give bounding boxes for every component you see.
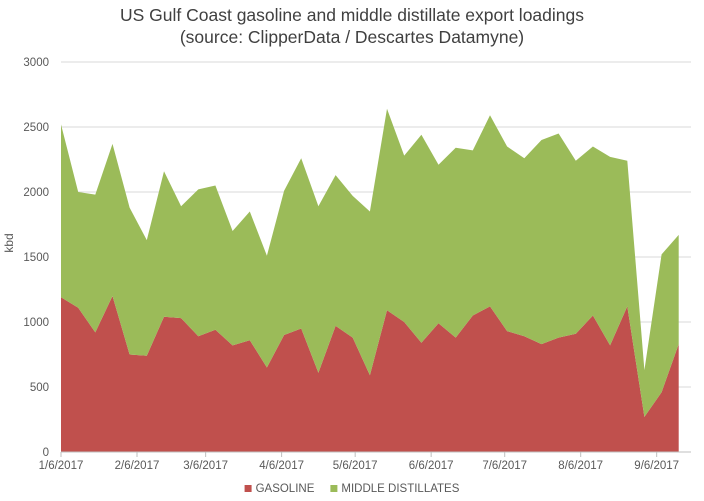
x-tick-label: 7/6/2017 bbox=[482, 460, 527, 472]
x-tick-label: 1/6/2017 bbox=[39, 460, 84, 472]
legend-item: GASOLINE bbox=[244, 483, 315, 495]
x-tick-label: 6/6/2017 bbox=[409, 460, 454, 472]
chart-title: US Gulf Coast gasoline and middle distil… bbox=[0, 4, 704, 48]
y-tick-label: 0 bbox=[43, 447, 49, 459]
area-series-gasoline bbox=[61, 296, 679, 452]
y-tick-label: 1500 bbox=[23, 252, 49, 264]
legend: GASOLINE MIDDLE DISTILLATES bbox=[244, 483, 460, 495]
x-tick-label: 9/6/2017 bbox=[634, 460, 679, 472]
y-tick-label: 2500 bbox=[23, 122, 49, 134]
y-tick-label: 3000 bbox=[23, 57, 49, 69]
legend-swatch bbox=[244, 485, 252, 492]
chart-subtitle-line: (source: ClipperData / Descartes Datamyn… bbox=[179, 27, 525, 47]
y-axis-label: kbd bbox=[2, 233, 16, 252]
legend-swatch bbox=[330, 485, 338, 492]
legend-label: MIDDLE DISTILLATES bbox=[341, 483, 459, 495]
y-tick-label: 500 bbox=[30, 382, 49, 394]
area-series-middle-distillates bbox=[61, 108, 679, 417]
x-tick-label: 2/6/2017 bbox=[115, 460, 160, 472]
x-tick-labels: 1/6/2017 2/6/2017 3/6/2017 4/6/2017 5/6/2017… bbox=[39, 460, 679, 472]
area-series-layer bbox=[61, 108, 679, 452]
x-tick-label: 5/6/2017 bbox=[333, 460, 378, 472]
legend-label: GASOLINE bbox=[256, 483, 315, 495]
y-tick-labels: 0 500 1000 1500 2000 2500 3000 bbox=[23, 57, 49, 459]
x-tick-label: 3/6/2017 bbox=[183, 460, 228, 472]
x-tick-label: 8/6/2017 bbox=[558, 460, 603, 472]
y-tick-label: 1000 bbox=[23, 317, 49, 329]
y-tick-label: 2000 bbox=[23, 187, 49, 199]
legend-item: MIDDLE DISTILLATES bbox=[330, 483, 460, 495]
axes bbox=[60, 451, 691, 457]
x-tick-label: 4/6/2017 bbox=[259, 460, 304, 472]
chart-title-line: US Gulf Coast gasoline and middle distil… bbox=[119, 5, 584, 25]
